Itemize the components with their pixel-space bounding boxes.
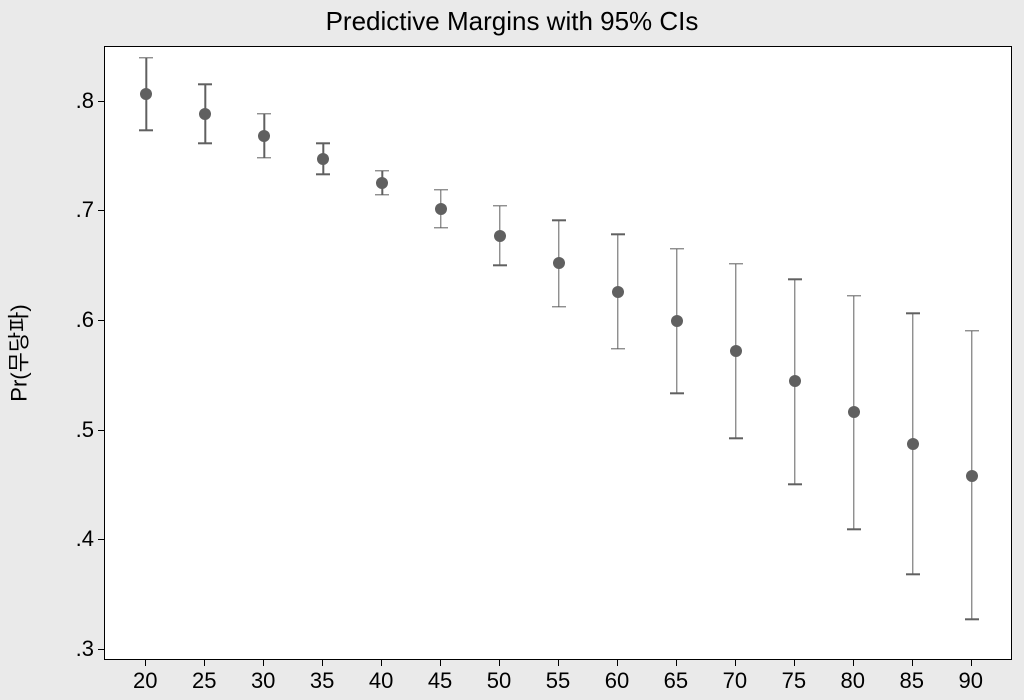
error-bar-cap (611, 348, 625, 349)
x-tick-label: 85 (900, 668, 924, 694)
error-bar-cap (906, 313, 920, 314)
x-tick-label: 40 (369, 668, 393, 694)
y-tick-label: .3 (76, 636, 94, 662)
data-point (789, 375, 801, 387)
x-tick-mark (204, 660, 205, 666)
x-tick-mark (794, 660, 795, 666)
error-bar-cap (198, 84, 212, 85)
data-point (376, 177, 388, 189)
error-bar-cap (316, 173, 330, 174)
x-tick-mark (912, 660, 913, 666)
data-point (199, 108, 211, 120)
error-bar-cap (670, 248, 684, 249)
error-bar-cap (257, 113, 271, 114)
y-tick-label: .7 (76, 197, 94, 223)
error-bar-cap (434, 227, 448, 228)
x-tick-label: 80 (841, 668, 865, 694)
data-point (494, 230, 506, 242)
error-bar-cap (198, 143, 212, 144)
error-bar-cap (788, 484, 802, 485)
error-bar-cap (139, 57, 153, 58)
data-point (671, 315, 683, 327)
data-point (553, 257, 565, 269)
y-tick-label: .6 (76, 307, 94, 333)
error-bar-cap (729, 263, 743, 264)
x-tick-mark (617, 660, 618, 666)
error-bar-cap (493, 205, 507, 206)
figure: Predictive Margins with 95% CIs Pr(무당파) … (0, 0, 1024, 700)
error-bar-cap (375, 194, 389, 195)
x-tick-label: 30 (251, 668, 275, 694)
data-point (317, 153, 329, 165)
x-tick-mark (381, 660, 382, 666)
error-bar-cap (670, 393, 684, 394)
x-tick-mark (735, 660, 736, 666)
error-bar-cap (552, 220, 566, 221)
data-point (966, 470, 978, 482)
y-axis-label-container: Pr(무당파) (0, 46, 36, 660)
error-bar-cap (847, 529, 861, 530)
error-bar-cap (788, 279, 802, 280)
x-tick-label: 75 (782, 668, 806, 694)
error-bar-cap (552, 306, 566, 307)
error-bar-cap (257, 157, 271, 158)
y-tick-mark (98, 101, 104, 102)
error-bar-cap (729, 438, 743, 439)
data-point (258, 130, 270, 142)
x-tick-label: 70 (723, 668, 747, 694)
y-axis-label: Pr(무당파) (2, 304, 34, 401)
x-tick-mark (263, 660, 264, 666)
x-tick-label: 60 (605, 668, 629, 694)
error-bar-cap (139, 130, 153, 131)
data-point (435, 203, 447, 215)
x-tick-label: 20 (133, 668, 157, 694)
x-tick-mark (853, 660, 854, 666)
error-bar-cap (434, 189, 448, 190)
error-bar-cap (316, 143, 330, 144)
y-tick-mark (98, 649, 104, 650)
error-bar-cap (965, 330, 979, 331)
data-point (907, 438, 919, 450)
data-point (612, 286, 624, 298)
x-tick-mark (440, 660, 441, 666)
x-tick-label: 35 (310, 668, 334, 694)
chart-title: Predictive Margins with 95% CIs (0, 6, 1024, 37)
y-tick-mark (98, 539, 104, 540)
plot-area (104, 46, 1012, 660)
y-tick-label: .4 (76, 526, 94, 552)
data-point (730, 345, 742, 357)
error-bar-cap (906, 574, 920, 575)
y-tick-mark (98, 430, 104, 431)
x-tick-label: 90 (958, 668, 982, 694)
x-tick-label: 25 (192, 668, 216, 694)
x-tick-label: 55 (546, 668, 570, 694)
y-tick-label: .8 (76, 88, 94, 114)
data-point (848, 406, 860, 418)
y-tick-mark (98, 210, 104, 211)
error-bar-cap (611, 234, 625, 235)
error-bar-cap (847, 295, 861, 296)
error-bar-cap (965, 619, 979, 620)
error-bar-cap (375, 170, 389, 171)
x-tick-label: 45 (428, 668, 452, 694)
x-tick-mark (145, 660, 146, 666)
y-tick-label: .5 (76, 417, 94, 443)
data-point (140, 88, 152, 100)
x-tick-mark (322, 660, 323, 666)
x-tick-label: 50 (487, 668, 511, 694)
error-bar-cap (493, 264, 507, 265)
x-tick-mark (676, 660, 677, 666)
x-tick-mark (558, 660, 559, 666)
y-tick-mark (98, 320, 104, 321)
x-tick-mark (499, 660, 500, 666)
x-tick-mark (971, 660, 972, 666)
x-tick-label: 65 (664, 668, 688, 694)
